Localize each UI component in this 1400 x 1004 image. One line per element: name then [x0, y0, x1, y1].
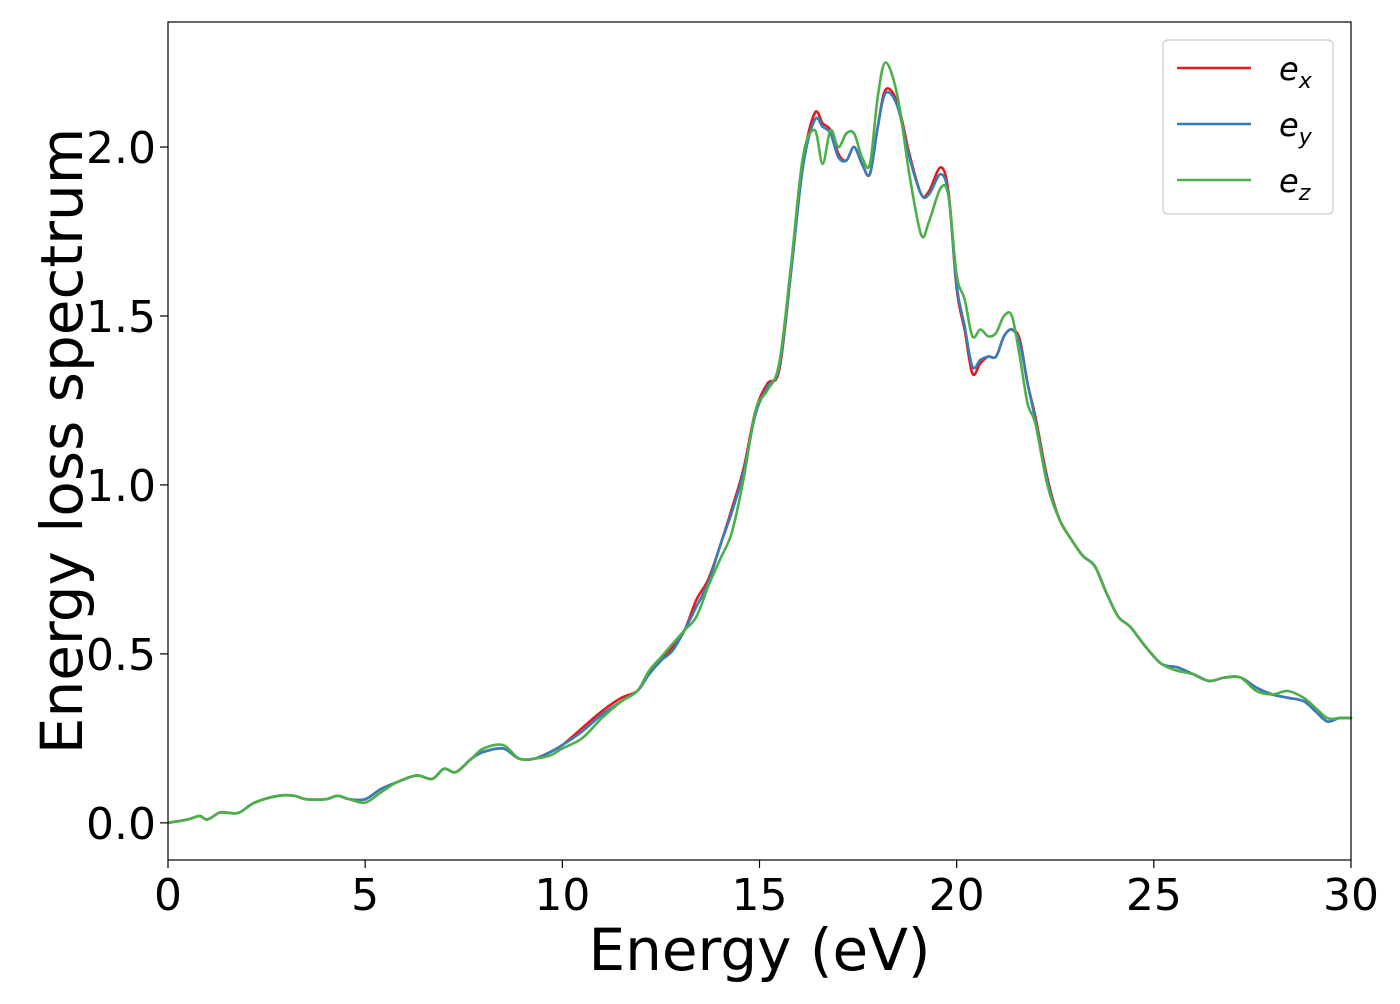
y-tick-label: 0.5 — [86, 630, 156, 681]
legend-label: ez — [1279, 162, 1311, 206]
legend-item-ey: ey — [1177, 106, 1313, 150]
x-tick-label: 15 — [732, 870, 788, 921]
x-tick-label: 20 — [929, 870, 985, 921]
plot-frame — [167, 21, 1352, 861]
x-tick-label: 5 — [351, 870, 379, 921]
legend-item-ez: ez — [1177, 162, 1311, 206]
ticks-layer: 0 5 10 15 20 25 30 0.0 0.5 1.0 1.5 2.0 — [86, 123, 1379, 921]
y-tick-label: 2.0 — [86, 123, 156, 174]
x-tick-label: 0 — [154, 870, 182, 921]
legend-label: ey — [1279, 106, 1313, 150]
x-tick-label: 10 — [534, 870, 590, 921]
legend-box — [1162, 39, 1334, 215]
y-tick-label: 1.5 — [86, 292, 156, 343]
legend-item-ex: ex — [1177, 50, 1313, 94]
y-tick-label: 0.0 — [86, 799, 156, 850]
x-tick-label: 30 — [1323, 870, 1379, 921]
y-axis-title: Energy loss spectrum — [28, 128, 96, 754]
y-tick-label: 1.0 — [86, 461, 156, 512]
series-layer — [166, 61, 1353, 825]
series-line-ez — [166, 61, 1353, 825]
legend-label: ex — [1279, 50, 1313, 94]
x-axis-title: Energy (eV) — [588, 916, 930, 984]
legend: ex ey ez — [1162, 39, 1334, 215]
legend-items: ex ey ez — [1177, 50, 1313, 206]
x-tick-label: 25 — [1126, 870, 1182, 921]
